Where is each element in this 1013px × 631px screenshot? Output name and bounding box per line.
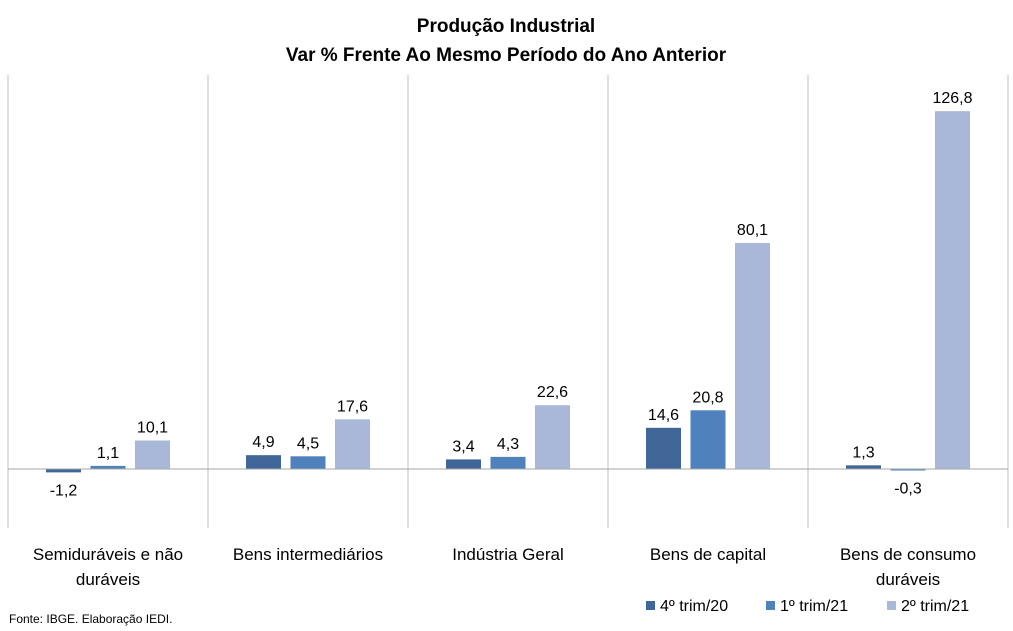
data-label: -0,3 (894, 481, 922, 498)
legend-label: 1º trim/21 (780, 598, 848, 615)
category-label: Indústria Geral (452, 545, 564, 564)
data-label: 4,5 (297, 435, 319, 452)
bar (335, 419, 370, 469)
bar (890, 469, 926, 471)
bar (290, 456, 326, 469)
legend-swatch (887, 601, 896, 610)
legend-swatch (766, 601, 775, 610)
category-label: duráveis (76, 570, 140, 589)
bar (46, 469, 81, 473)
bar (935, 111, 970, 469)
data-label: 80,1 (737, 222, 768, 239)
legend: 4º trim/20 1º trim/21 2º trim/21 (646, 598, 969, 615)
chart-title: Produção Industrial (417, 16, 595, 37)
bar (846, 465, 881, 469)
legend-label: 2º trim/21 (901, 598, 969, 615)
bar (735, 242, 770, 469)
bar (446, 459, 481, 469)
bar (90, 465, 126, 469)
legend-label: 4º trim/20 (660, 598, 728, 615)
bar (535, 405, 570, 469)
category-label: Bens de consumo (840, 545, 976, 564)
data-label: 4,9 (252, 434, 274, 451)
category-label: Bens de capital (650, 545, 766, 564)
category-label: Semiduráveis e não (33, 545, 183, 564)
plot-area: -1,2 1,1 10,1 Semiduráveis e não duráveis 4,9… (7, 75, 1009, 589)
bar (135, 440, 170, 469)
chart-subtitle: Var % Frente Ao Mesmo Período do Ano Ant… (286, 45, 727, 66)
data-label: 4,3 (497, 436, 519, 453)
data-label: 1,3 (852, 444, 874, 461)
legend-swatch (646, 601, 655, 610)
data-label: 14,6 (648, 407, 679, 424)
source-note: Fonte: IBGE. Elaboração IEDI. (9, 612, 172, 626)
data-label: -1,2 (50, 482, 78, 499)
data-label: 1,1 (97, 445, 119, 462)
data-label: 10,1 (137, 419, 168, 436)
data-label: 3,4 (452, 438, 474, 455)
bar (490, 456, 526, 469)
bar (690, 410, 726, 469)
bar (246, 455, 281, 469)
data-label: 126,8 (932, 90, 972, 107)
data-label: 22,6 (537, 384, 568, 401)
data-label: 17,6 (337, 398, 368, 415)
category-label: duráveis (876, 570, 940, 589)
category-label: Bens intermediários (233, 545, 383, 564)
data-label: 20,8 (692, 389, 723, 406)
bar (646, 427, 681, 469)
